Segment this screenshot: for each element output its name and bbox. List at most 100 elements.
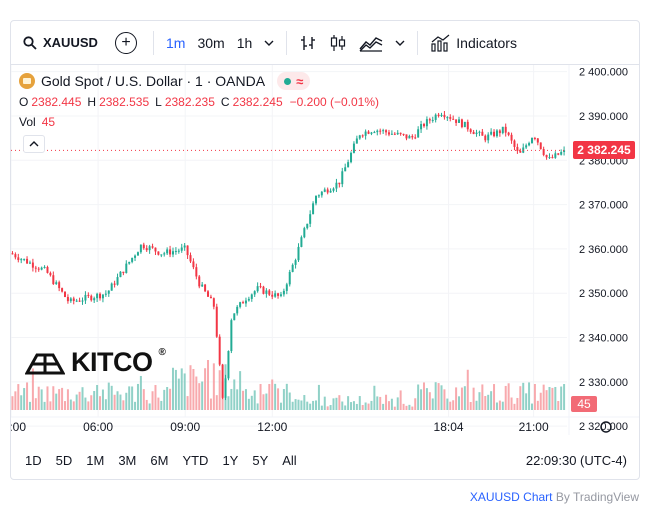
top-toolbar: XAUUSD + 1m 30m 1h Indicators <box>11 21 639 65</box>
attribution[interactable]: XAUUSD Chart By TradingView <box>470 490 639 504</box>
volume-bar <box>142 389 145 410</box>
candle-body <box>361 135 364 137</box>
candle-body <box>548 157 551 159</box>
candle-body <box>122 271 125 274</box>
clock-timezone[interactable]: 22:09:30 (UTC-4) <box>525 452 627 468</box>
chart-type-dropdown[interactable] <box>389 28 411 58</box>
volume-bar <box>352 401 355 410</box>
volume-bar <box>557 401 560 410</box>
range-all-button[interactable]: All <box>282 452 297 468</box>
volume-bar <box>545 390 548 410</box>
interval-dropdown[interactable] <box>258 28 280 58</box>
volume-bar <box>385 394 388 410</box>
candle-body <box>355 138 358 144</box>
candle-body <box>61 288 64 292</box>
chart-area[interactable]: 2 400.000 2 390.000 2 380.000 2 370.000 2 36… <box>11 65 639 435</box>
candle-body <box>530 137 533 144</box>
candle-body <box>516 146 519 151</box>
y-tick-label: 2 350.000 <box>579 288 628 300</box>
candle-body <box>352 143 355 153</box>
candle-body <box>434 114 437 120</box>
area-style-button[interactable] <box>353 28 389 58</box>
volume-bar <box>373 385 376 410</box>
volume-bar <box>160 400 163 410</box>
candle-body <box>171 251 174 255</box>
volume-bar <box>285 383 288 410</box>
candle-body <box>212 298 215 307</box>
candle-body <box>268 290 271 295</box>
interval-30m-button[interactable]: 30m <box>197 34 225 51</box>
volume-bar <box>177 378 180 410</box>
volume-bar <box>338 395 341 410</box>
candle-body <box>96 293 99 299</box>
volume-bar <box>134 401 137 410</box>
candle-body <box>279 294 282 296</box>
volume-bar <box>122 400 125 410</box>
range-6m-button[interactable]: 6M <box>150 452 169 468</box>
bar-style-button[interactable] <box>293 28 323 58</box>
candle-body <box>145 248 148 251</box>
volume-bar <box>49 401 52 410</box>
market-status-badge[interactable]: ≈ <box>277 72 311 90</box>
volume-bar <box>52 386 55 410</box>
volume-bar <box>463 386 466 410</box>
symbol-search[interactable]: XAUUSD <box>11 35 109 50</box>
open-label: O <box>19 95 29 109</box>
volume-bar <box>414 398 417 410</box>
candle-body <box>440 114 443 117</box>
candle-body <box>11 253 14 255</box>
ohlc-row: O 2382.445 H 2382.535 L 2382.235 C 2382.245 … <box>19 93 379 111</box>
indicators-icon <box>431 34 450 52</box>
candle-body <box>55 282 58 285</box>
volume-bar <box>458 396 461 410</box>
candle-body <box>367 131 370 134</box>
candle-body <box>247 298 250 301</box>
candle-body <box>218 336 221 365</box>
volume-bar <box>20 395 23 410</box>
volume-bar <box>131 386 134 410</box>
settings-gear-icon[interactable] <box>600 421 612 433</box>
candle-body <box>274 293 277 297</box>
candle-body <box>387 132 390 135</box>
candle-style-button[interactable] <box>323 28 353 58</box>
collapse-legend-button[interactable] <box>23 135 45 153</box>
range-1d-button[interactable]: 1D <box>25 452 42 468</box>
volume-bar <box>323 396 326 410</box>
candle-body <box>431 119 434 121</box>
indicators-button[interactable]: Indicators <box>424 28 523 58</box>
candle-body <box>551 157 554 159</box>
volume-bar <box>425 388 428 410</box>
x-tick-label: 21:00 <box>519 420 549 434</box>
pill-symbol: ≈ <box>296 73 304 89</box>
interval-1h-button[interactable]: 1h <box>236 34 253 51</box>
range-5y-button[interactable]: 5Y <box>252 452 269 468</box>
candle-body <box>189 255 192 262</box>
interval-1m-button[interactable]: 1m <box>166 34 186 51</box>
volume-bar <box>428 392 431 410</box>
compare-add-icon[interactable]: + <box>115 31 137 54</box>
range-1y-button[interactable]: 1Y <box>222 452 239 468</box>
volume-bar <box>58 389 61 410</box>
candle-body <box>253 291 256 295</box>
range-5d-button[interactable]: 5D <box>55 452 73 468</box>
candle-body <box>154 247 157 252</box>
attribution-symbol-link[interactable]: XAUUSD Chart <box>469 490 553 504</box>
range-1m-button[interactable]: 1M <box>86 452 105 468</box>
candle-body <box>40 267 43 270</box>
volume-bar <box>417 384 420 410</box>
volume-bar <box>469 401 472 410</box>
range-3m-button[interactable]: 3M <box>118 452 137 468</box>
volume-bar <box>399 390 402 410</box>
volume-bar <box>14 391 17 410</box>
volume-bar <box>28 401 31 410</box>
candle-body <box>169 249 172 255</box>
candle-body <box>420 124 423 130</box>
high-value: 2382.535 <box>99 95 150 109</box>
range-ytd-button[interactable]: YTD <box>182 452 209 468</box>
candle-body <box>306 223 309 229</box>
volume-bar <box>262 394 265 410</box>
volume-bar <box>446 398 449 410</box>
candle-body <box>495 130 498 137</box>
candle-body <box>26 258 29 264</box>
